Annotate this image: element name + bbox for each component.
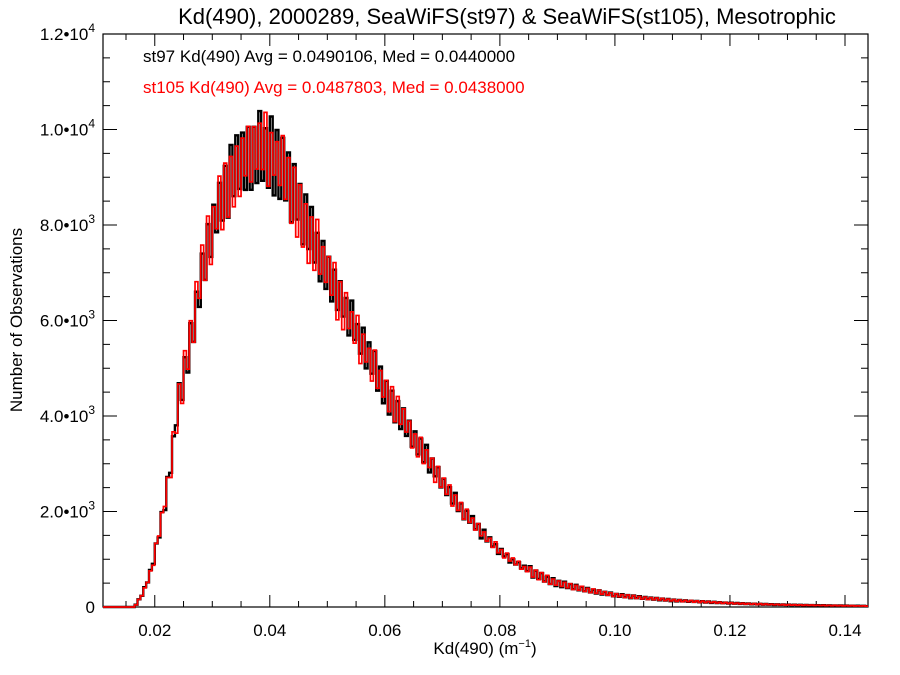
series-layer (103, 109, 868, 609)
axis-ticks (103, 33, 868, 608)
x-tick-label: 0.12 (713, 621, 746, 640)
plot-frame (102, 33, 869, 608)
y-tick-label: 0 (86, 598, 95, 617)
x-tick-label: 0.04 (253, 621, 286, 640)
st97-annotation: st97 Kd(490) Avg = 0.0490106, Med = 0.04… (143, 47, 515, 66)
x-tick-label: 0.14 (828, 621, 861, 640)
axis-tick-labels: 0.02 0.04 0.06 0.08 0.10 0.12 0.14 0 2.0•103 4.0•… (40, 21, 862, 640)
y-tick-label: 4.0•103 (40, 403, 96, 426)
y-tick-label: 1.2•104 (40, 21, 96, 44)
y-tick-label: 8.0•103 (40, 212, 96, 235)
chart-title: Kd(490), 2000289, SeaWiFS(st97) & SeaWiF… (178, 4, 836, 29)
x-axis-label: Kd(490) (m−1) (433, 638, 536, 658)
y-tick-label: 6.0•103 (40, 308, 96, 331)
x-tick-label: 0.08 (483, 621, 516, 640)
x-tick-label: 0.06 (368, 621, 401, 640)
y-tick-label: 1.0•104 (40, 117, 96, 140)
x-tick-label: 0.02 (138, 621, 171, 640)
series-st105-line (103, 111, 868, 608)
y-tick-label: 2.0•103 (40, 499, 96, 522)
x-tick-label: 0.10 (598, 621, 631, 640)
y-axis-label: Number of Observations (7, 228, 26, 412)
st105-annotation: st105 Kd(490) Avg = 0.0487803, Med = 0.0… (143, 78, 525, 97)
